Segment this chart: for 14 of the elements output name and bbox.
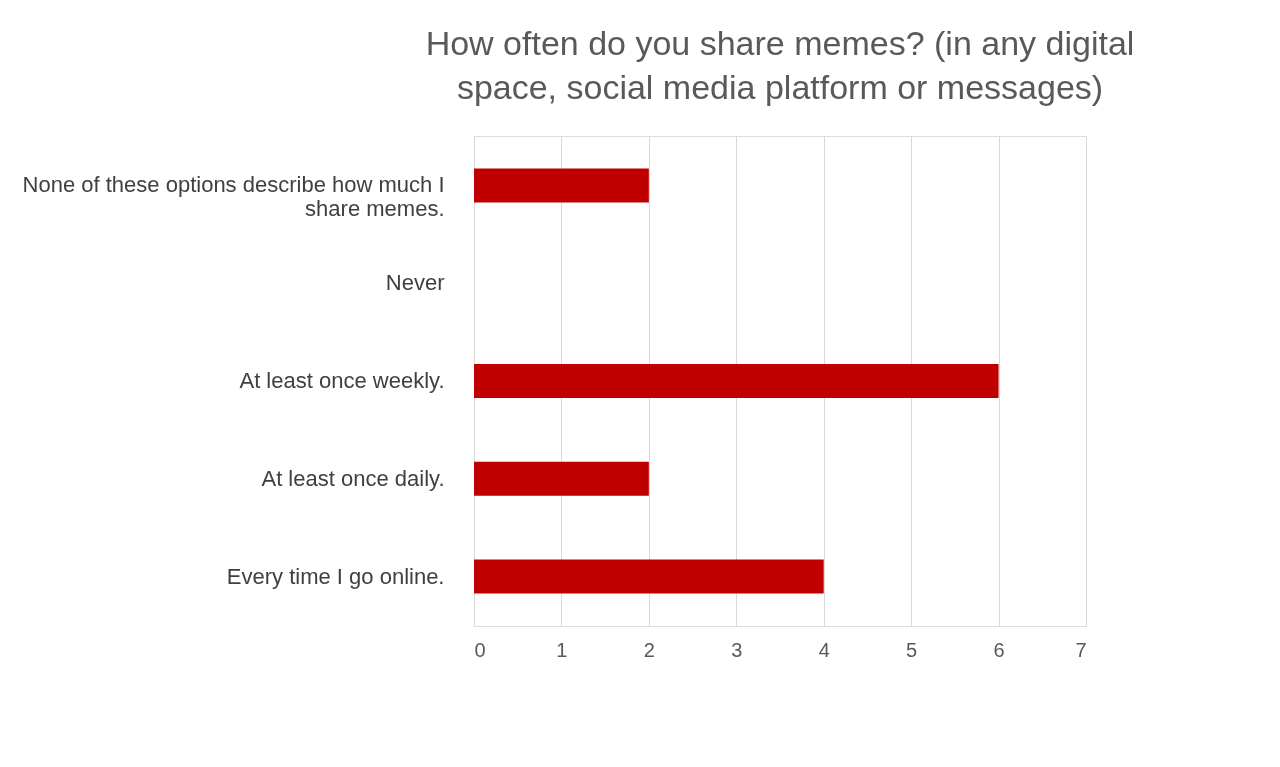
y-tick-label: Never [385, 270, 445, 296]
x-tick-label: 1 [556, 638, 568, 661]
x-tick-label: 3 [731, 638, 743, 661]
y-tick-label: At least once weekly. [239, 368, 445, 393]
chart-title: How often do you share memes? (in any digital space, social media platform or messages) [425, 24, 1135, 106]
x-tick-label: 2 [643, 638, 655, 661]
x-tick-label: 6 [993, 638, 1005, 661]
x-tick-label: 5 [906, 638, 918, 661]
y-tick-label: At least once daily. [261, 465, 445, 491]
y-tick-label: Every time I go online. [226, 563, 445, 589]
x-tick-label: 4 [818, 638, 830, 661]
y-tick-label: None of these options describe how much I share memes. [22, 172, 445, 222]
x-tick-label: 7 [1075, 638, 1087, 661]
x-tick-label: 0 [474, 638, 486, 661]
